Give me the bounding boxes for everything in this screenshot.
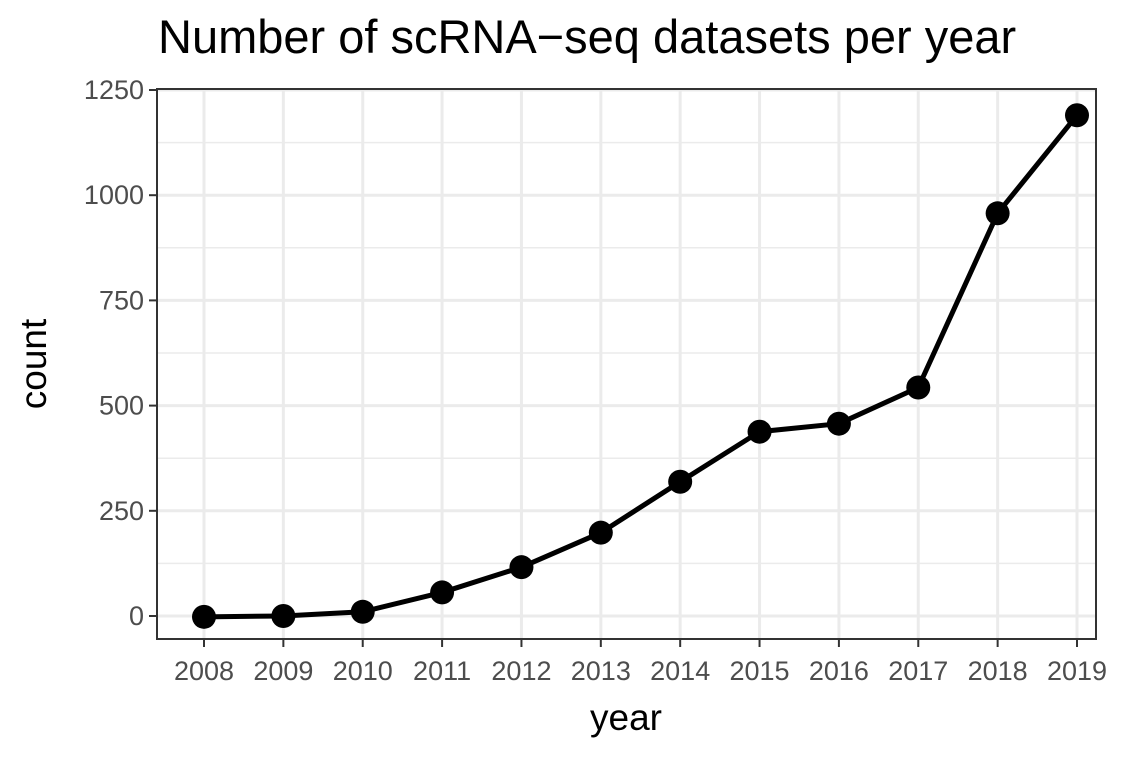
x-tick-label: 2011 [413, 656, 471, 686]
series-count [192, 103, 1089, 629]
data-point-2019 [1065, 103, 1089, 128]
panel-background [157, 89, 1096, 639]
data-point-2008 [192, 604, 216, 629]
x-tick-label: 2019 [1047, 656, 1107, 686]
x-tick-label: 2013 [571, 656, 631, 686]
y-tick-label: 0 [129, 601, 144, 631]
data-point-2012 [509, 555, 534, 580]
minor-gridlines [157, 141, 1096, 565]
x-tick-label: 2015 [730, 656, 790, 686]
y-tick-label: 750 [99, 285, 144, 315]
data-point-2011 [430, 580, 455, 605]
data-point-2010 [350, 599, 375, 624]
panel-border [156, 88, 1097, 640]
y-tick-label: 500 [99, 391, 144, 421]
data-point-2009 [271, 604, 296, 628]
chart-title: Number of scRNA−seq datasets per year [158, 10, 1016, 63]
x-axis: 2008 2009 2010 2011 2012 2013 2014 2015 2016 2017… [174, 639, 1107, 686]
x-tick-label: 2014 [650, 656, 710, 686]
y-tick-label: 1000 [84, 180, 144, 210]
data-point-2018 [985, 201, 1010, 226]
y-axis-title: count [13, 318, 54, 409]
x-axis-title: year [590, 697, 662, 738]
plot-panel [156, 88, 1097, 640]
data-point-2014 [668, 469, 693, 494]
y-axis: 0 250 500 750 1000 1250 [84, 75, 157, 631]
data-point-2017 [906, 375, 931, 400]
x-tick-label: 2010 [333, 656, 393, 686]
data-point-2016 [826, 411, 851, 436]
x-tick-label: 2012 [491, 656, 551, 686]
data-point-2015 [747, 419, 772, 444]
x-tick-label: 2008 [174, 656, 234, 686]
x-tick-label: 2018 [968, 656, 1028, 686]
x-tick-label: 2016 [809, 656, 869, 686]
data-point-2013 [588, 520, 613, 545]
y-tick-label: 1250 [84, 75, 144, 105]
series-line [201, 112, 1080, 620]
x-tick-label: 2009 [253, 656, 313, 686]
x-tick-label: 2017 [888, 656, 948, 686]
y-tick-label: 250 [99, 496, 144, 526]
